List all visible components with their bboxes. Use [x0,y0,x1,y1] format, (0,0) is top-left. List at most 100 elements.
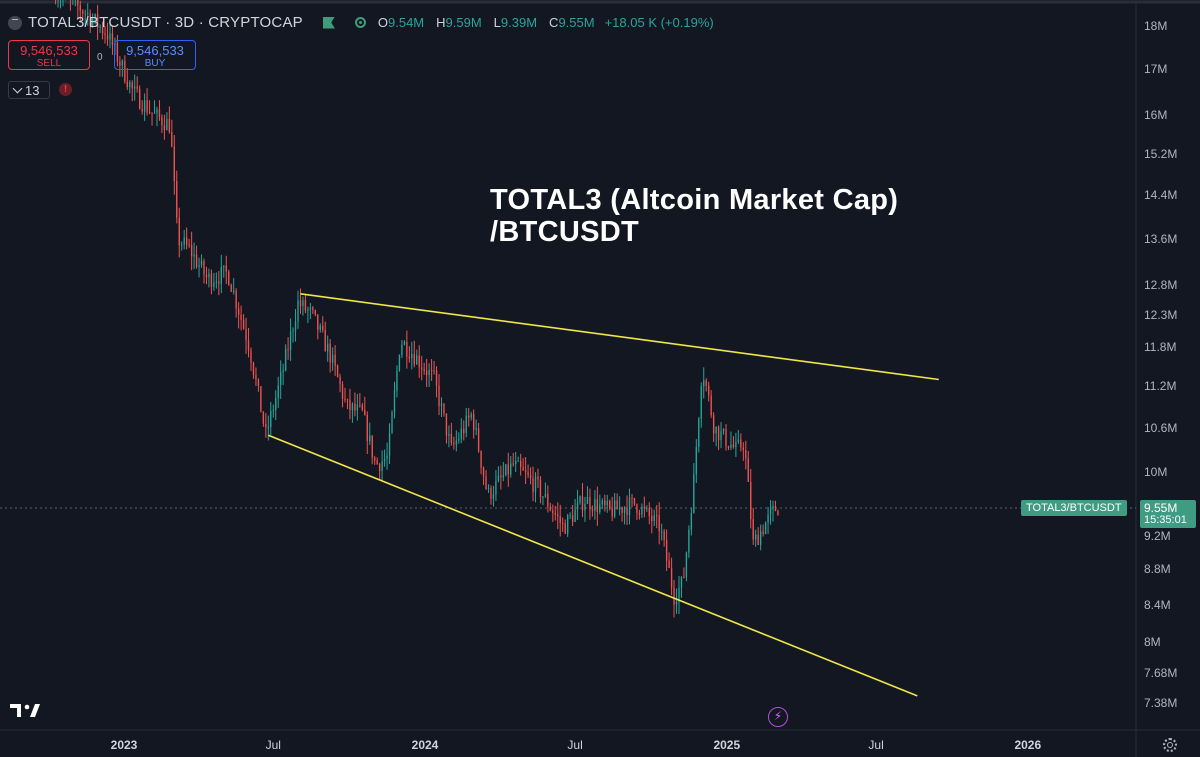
candle-body [586,496,589,505]
candle [156,106,158,127]
candle-body [339,376,341,385]
candle-body [656,515,658,517]
candle-body [544,493,547,497]
candle [492,485,495,507]
price-axis-label: 12.8M [1144,277,1178,292]
candle-body [594,499,596,512]
gear-icon[interactable] [1163,738,1177,752]
indicators-toggle[interactable]: 13 [8,81,50,99]
candle [106,22,109,46]
candle [557,502,559,530]
candle-body [740,439,742,448]
time-axis-label: 2026 [1014,738,1042,752]
candle-body [755,534,757,540]
candle-body [680,576,683,588]
candle-body [574,509,576,522]
price-axis-label: 17M [1144,62,1168,77]
candle-body [522,467,524,471]
candle-body [408,356,411,359]
candle [416,349,418,365]
candle [750,468,752,529]
candle [581,483,584,517]
candle [411,341,413,370]
candle-body [213,282,215,287]
candle-body [435,370,438,386]
candle-body [391,412,393,433]
candle [294,309,297,342]
candle [69,0,71,11]
trendline-resistance[interactable] [300,293,939,381]
candle-body [539,479,542,498]
candle-body [621,507,623,513]
market-status-icon[interactable] [354,17,366,28]
lightning-icon[interactable]: ⚡ [768,707,788,727]
candle-body [720,431,722,441]
candle-body [304,300,307,311]
warning-icon[interactable]: ! [59,83,72,96]
candle [151,112,153,126]
candle-body [717,426,720,441]
candle-body [715,426,717,434]
candle-body [354,403,356,411]
chart-annotation[interactable]: TOTAL3 (Altcoin Market Cap) /BTCUSDT [490,184,898,248]
chevron-down-icon [12,83,23,93]
sell-button[interactable]: 9,546,533 SELL [8,40,90,70]
trendline-support[interactable] [268,434,918,697]
candle-body [267,427,269,429]
candle-body [658,515,660,532]
candle-body [255,375,257,380]
candle [406,330,408,369]
candle [425,358,428,388]
time-axis-label: 2023 [110,738,138,752]
buy-button[interactable]: 9,546,533 BUY [114,40,196,70]
candle [745,440,747,470]
candle [633,497,636,506]
tradingview-logo-icon[interactable] [10,702,42,718]
symbol-title[interactable]: TOTAL3/BTCUSDT · 3D · CRYPTOCAP [28,14,303,31]
candle-body [237,308,240,315]
candle-body [710,395,712,416]
candle-body [757,534,759,545]
candle [529,467,532,485]
candle-body [198,265,200,267]
candle [604,494,606,512]
trendline-group[interactable] [268,293,939,697]
candle [708,381,710,402]
candle [480,450,482,475]
candle [369,422,371,445]
candle-body [260,386,262,413]
candle [769,500,772,525]
candle-body [307,309,309,311]
candle [641,503,643,518]
candle-body [700,386,702,419]
candle-body [433,370,435,372]
candle [242,314,245,330]
candle [440,397,443,417]
candle [403,340,406,346]
candle-body [448,433,450,436]
candle [255,367,257,386]
candle-body [722,428,725,432]
candle [579,495,581,505]
candle [626,495,628,525]
candle [168,106,171,134]
candle-body [386,455,388,460]
candle [549,502,552,512]
candle [762,524,764,537]
flag-icon[interactable] [322,16,335,29]
candle [96,5,99,41]
candle-body [515,461,517,465]
candle [252,361,255,379]
candle [554,505,556,521]
candle [448,425,450,448]
candle [181,241,183,251]
candle [282,363,284,385]
candle-body [265,423,267,428]
candle [712,412,715,442]
candle-body [87,13,89,15]
candle-body [569,515,571,517]
price-axis-label: 10M [1144,465,1168,480]
candle-body [559,516,561,523]
candle [737,430,740,444]
